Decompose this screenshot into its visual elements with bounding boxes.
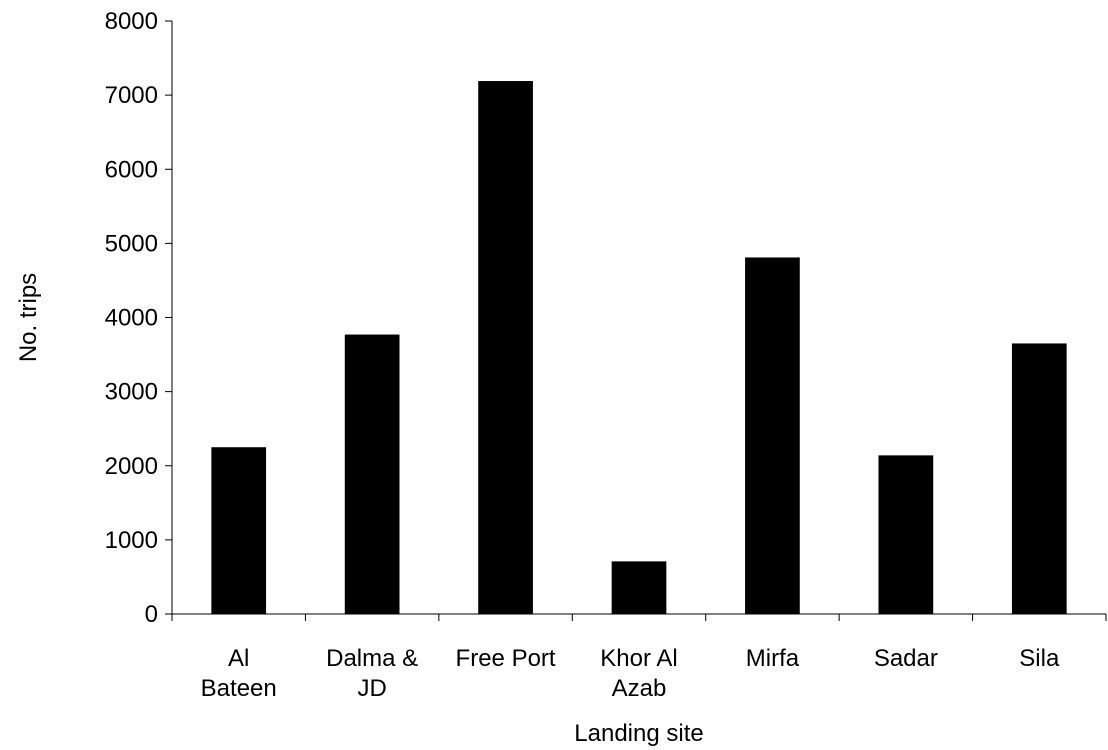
bar <box>878 455 934 614</box>
y-tick-label: 6000 <box>105 156 158 183</box>
y-axis-ticks: 0 1000 2000 3000 4000 5000 6000 7000 8000 <box>105 8 172 628</box>
y-tick-label: 4000 <box>105 305 158 332</box>
x-category-label: JD <box>357 675 386 702</box>
x-category-label: Bateen <box>201 675 277 702</box>
bar <box>344 334 400 614</box>
y-tick-label: 2000 <box>105 453 158 480</box>
x-category-label: Dalma & <box>326 645 418 672</box>
x-category-label: Free Port <box>456 645 556 672</box>
x-category-label: Mirfa <box>746 645 800 672</box>
bar <box>611 561 667 614</box>
x-category-label: Sila <box>1019 645 1060 672</box>
y-tick-label: 0 <box>145 601 158 628</box>
bar <box>745 257 800 614</box>
bar <box>211 447 267 614</box>
y-axis-title: No. trips <box>15 273 42 362</box>
x-category-label: Sadar <box>874 645 938 672</box>
x-axis-ticks <box>171 614 1107 621</box>
bar <box>478 81 533 614</box>
y-tick-label: 3000 <box>105 379 158 406</box>
x-axis-category-labels: Al Bateen Dalma & JD Free Port Khor Al Azab Mir… <box>201 645 1060 702</box>
bar <box>1011 343 1067 614</box>
x-category-label: Khor Al <box>600 645 677 672</box>
y-tick-label: 5000 <box>105 230 158 257</box>
y-tick-label: 7000 <box>105 82 158 109</box>
x-category-label: Al <box>228 645 249 672</box>
x-category-label: Azab <box>612 675 667 702</box>
y-tick-label: 1000 <box>105 527 158 554</box>
y-tick-label: 8000 <box>105 8 158 35</box>
x-axis-title: Landing site <box>574 720 703 747</box>
bars <box>211 81 1067 614</box>
